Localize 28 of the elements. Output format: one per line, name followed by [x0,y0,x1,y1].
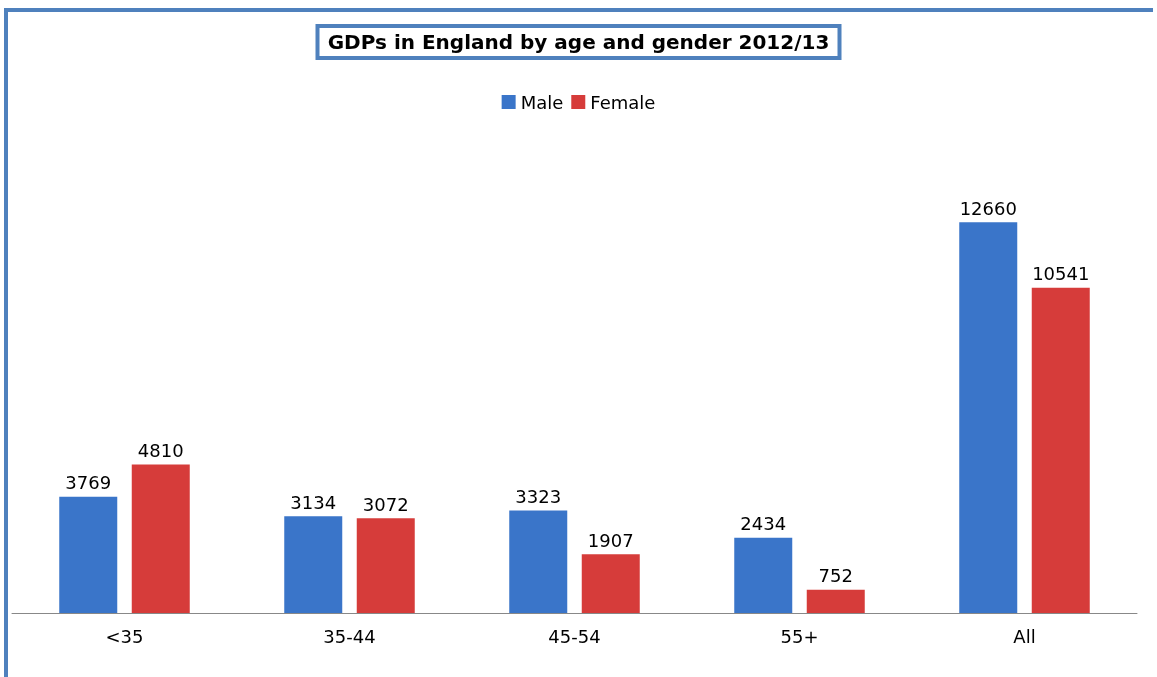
bar [806,589,865,613]
data-label: 4810 [137,440,184,462]
bar [284,516,343,613]
data-label: 3134 [290,491,337,513]
data-label: 3072 [362,493,409,515]
legend-label: Female [590,91,656,113]
data-label: 1907 [587,529,634,551]
legend-label: Male [520,91,564,113]
data-label: 10541 [1032,263,1090,285]
bar [509,510,568,613]
x-tick-label: All [1013,625,1036,647]
x-tick-label: <35 [105,625,144,647]
bar [59,496,118,613]
bar [1031,287,1090,613]
data-label: 3769 [65,472,112,494]
chart-title: GDPs in England by age and gender 2012/13 [327,30,830,54]
bar [734,537,793,613]
data-label: 752 [818,565,853,587]
bar [959,222,1018,613]
data-label: 12660 [959,197,1017,219]
bar [356,518,415,613]
data-label: 2434 [740,513,787,535]
x-tick-label: 45-54 [548,625,601,647]
data-label: 3323 [515,485,562,507]
bar [131,464,190,613]
bar [581,554,640,613]
x-tick-label: 55+ [780,625,819,647]
x-tick-label: 35-44 [323,625,376,647]
